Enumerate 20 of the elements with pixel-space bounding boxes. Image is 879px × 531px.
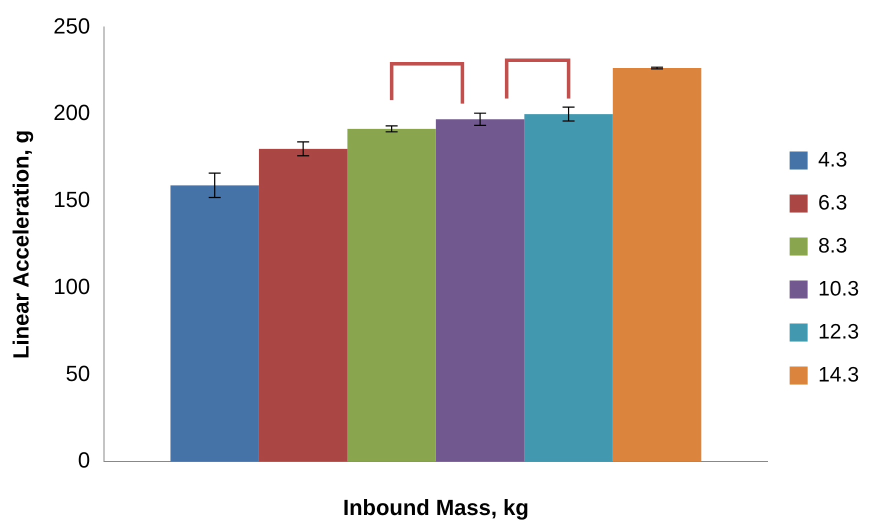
legend-label: 14.3: [818, 363, 860, 386]
legend-label: 6.3: [818, 191, 848, 214]
y-tick-label: 100: [53, 274, 90, 299]
legend-label: 8.3: [818, 234, 848, 258]
y-tick-label: 250: [53, 13, 90, 38]
y-tick-label: 50: [66, 360, 90, 386]
y-tick-label: 0: [78, 448, 90, 473]
bar: [524, 114, 613, 462]
y-tick-label: 200: [53, 100, 90, 126]
y-axis-title: Linear Acceleration, g: [8, 130, 34, 359]
y-tick-label: 150: [53, 187, 90, 212]
bar: [170, 185, 259, 462]
bar: [436, 119, 524, 462]
legend-label: 12.3: [818, 320, 860, 344]
bar: [612, 68, 702, 462]
legend-label: 10.3: [818, 277, 860, 300]
bar: [347, 128, 436, 462]
x-axis-title: Inbound Mass, kg: [342, 494, 529, 520]
bar: [258, 148, 348, 462]
legend-label: 4.3: [818, 148, 848, 172]
